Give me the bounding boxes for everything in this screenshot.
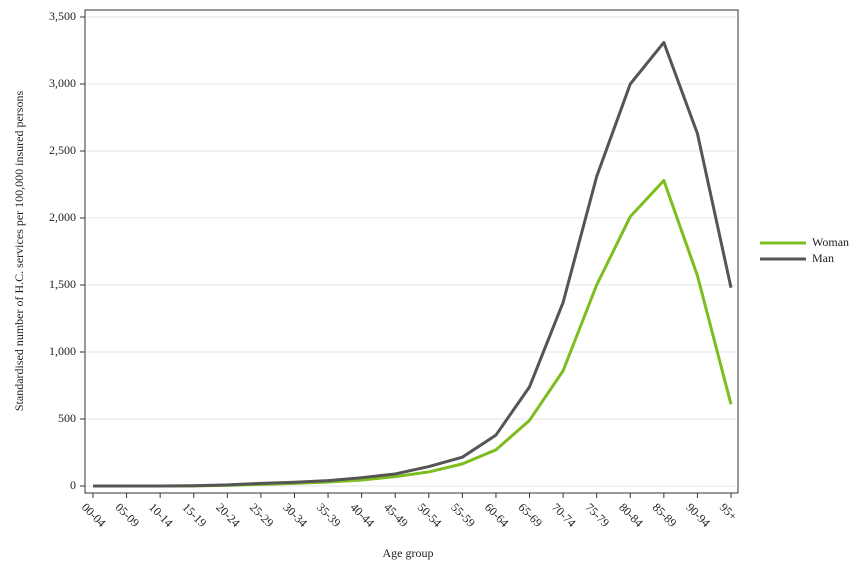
x-tick-label: 25-29 (247, 500, 277, 530)
x-tick-label: 00-04 (79, 500, 109, 530)
legend-label: Woman (812, 235, 849, 249)
legend-label: Man (812, 251, 834, 265)
y-tick-label: 2,000 (49, 210, 76, 224)
y-tick-label: 2,500 (49, 143, 76, 157)
y-tick-label: 500 (58, 411, 76, 425)
x-tick-label: 20-24 (213, 500, 243, 530)
x-tick-label: 50-54 (415, 500, 445, 530)
x-tick-label: 65-69 (515, 500, 545, 530)
x-tick-label: 30-34 (280, 500, 310, 530)
x-tick-label: 10-14 (146, 500, 176, 530)
y-tick-label: 1,500 (49, 277, 76, 291)
y-tick-label: 1,000 (49, 344, 76, 358)
x-tick-label: 90-94 (683, 500, 713, 530)
y-tick-label: 3,000 (49, 76, 76, 90)
x-tick-label: 35-39 (314, 500, 344, 530)
y-axis-label: Standardised number of H.C. services per… (12, 91, 26, 412)
x-tick-label: 40-44 (348, 500, 378, 530)
x-tick-label: 80-84 (616, 500, 646, 530)
series-line (93, 178, 733, 488)
series-line (93, 40, 733, 488)
x-tick-label: 45-49 (381, 500, 411, 530)
x-tick-label: 55-59 (448, 500, 478, 530)
x-tick-label: 95+ (717, 500, 740, 523)
x-tick-label: 05-09 (113, 500, 143, 530)
x-tick-label: 60-64 (482, 500, 512, 530)
y-tick-label: 0 (70, 478, 76, 492)
x-tick-label: 85-89 (650, 500, 680, 530)
x-tick-label: 75-79 (583, 500, 613, 530)
x-tick-label: 70-74 (549, 500, 579, 530)
x-axis-label: Age group (383, 546, 434, 560)
plot-frame (84, 9, 739, 494)
y-tick-label: 3,500 (49, 9, 76, 23)
x-tick-label: 15-19 (180, 500, 210, 530)
